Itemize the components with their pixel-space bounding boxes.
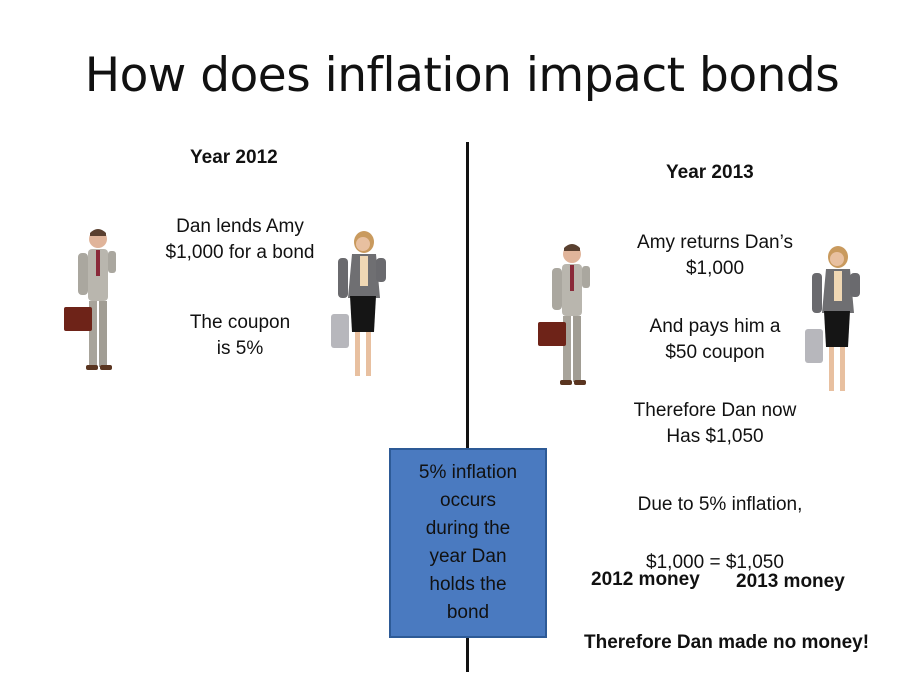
divider-line xyxy=(466,142,469,672)
slide-title: How does inflation impact bonds xyxy=(84,48,840,103)
businesswoman-illustration xyxy=(331,231,386,376)
coupon-text-line2: is 5% xyxy=(216,338,264,359)
businessman-illustration xyxy=(64,229,116,370)
conclusion-text: Therefore Dan made no money! xyxy=(584,632,870,653)
pays-text-line2: $50 coupon xyxy=(665,342,765,363)
money-2013-label: 2013 money xyxy=(736,571,845,592)
equation-text: $1,000 = $1,050 xyxy=(646,552,784,573)
return-text-line2: $1,000 xyxy=(685,258,745,279)
year-2013-label: Year 2013 xyxy=(666,162,754,183)
inflation-text: Due to 5% inflation, xyxy=(637,494,803,515)
loan-text-line2: $1,000 for a bond xyxy=(165,242,315,263)
businesswoman-illustration xyxy=(805,246,860,391)
loan-text-line1: Dan lends Amy xyxy=(176,216,304,237)
inflation-callout-text: 5% inflation occurs during the year Dan … xyxy=(418,462,518,623)
inflation-callout-box: 5% inflation occurs during the year Dan … xyxy=(389,448,547,638)
now-text-line1: Therefore Dan now xyxy=(633,400,797,421)
money-2012-label: 2012 money xyxy=(591,569,700,590)
return-text-line1: Amy returns Dan’s xyxy=(637,232,793,253)
now-text-line2: Has $1,050 xyxy=(666,426,764,447)
year-2012-label: Year 2012 xyxy=(190,147,278,168)
pays-text-line1: And pays him a xyxy=(649,316,781,337)
coupon-text-line1: The coupon xyxy=(189,312,291,333)
businessman-illustration xyxy=(538,244,590,385)
